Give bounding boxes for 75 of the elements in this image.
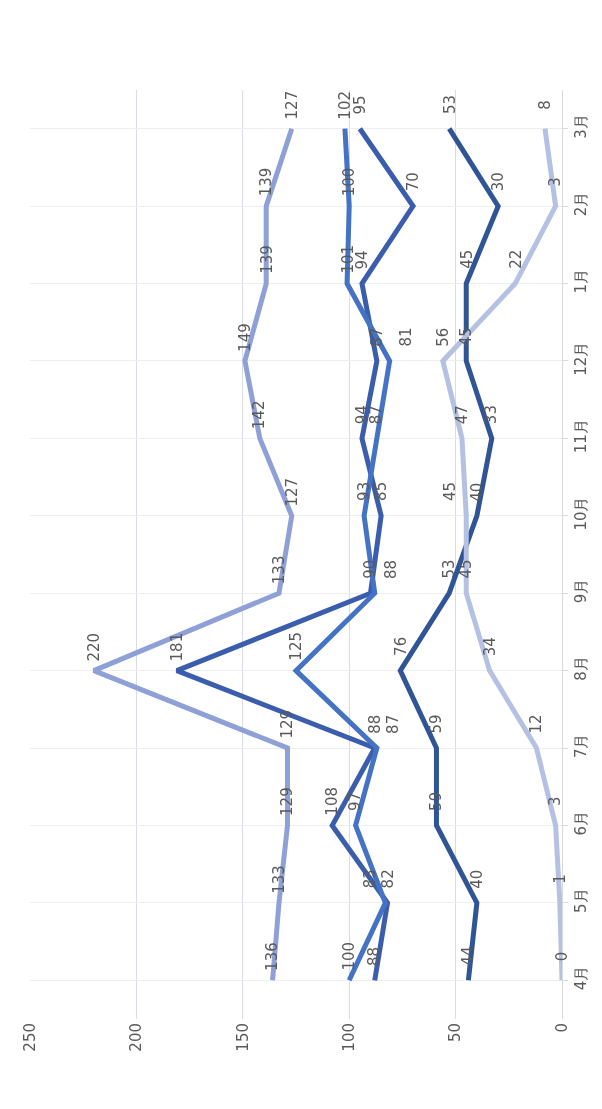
data-label: 136 xyxy=(263,942,282,971)
data-label: 81 xyxy=(396,327,415,347)
y-tick-label: 4月 xyxy=(572,965,590,991)
data-label: 1 xyxy=(550,874,569,884)
data-label: 45 xyxy=(457,559,476,579)
x-tick-label: 100 xyxy=(340,1023,359,1052)
data-label: 30 xyxy=(489,172,508,192)
data-label: 149 xyxy=(235,323,254,352)
data-label: 100 xyxy=(340,167,359,197)
data-label: 88 xyxy=(365,714,384,734)
y-tick-label: 9月 xyxy=(572,578,590,604)
data-label: 34 xyxy=(481,637,500,657)
data-label: 33 xyxy=(482,405,501,425)
data-label: 97 xyxy=(346,791,365,812)
data-label: 220 xyxy=(85,632,104,662)
x-tick-label: 0 xyxy=(552,1023,571,1033)
data-label: 45 xyxy=(457,327,476,347)
data-label: 45 xyxy=(457,249,476,269)
data-label: 53 xyxy=(440,94,459,114)
data-label: 3 xyxy=(546,796,565,807)
x-tick-label: 50 xyxy=(446,1023,465,1043)
data-label: 47 xyxy=(452,405,471,425)
data-label: 12 xyxy=(527,714,546,734)
y-tick-label: 6月 xyxy=(572,810,590,836)
data-label: 87 xyxy=(367,405,386,425)
y-tick-label: 2月 xyxy=(572,191,590,217)
data-label: 139 xyxy=(257,245,276,274)
data-label: 40 xyxy=(468,869,486,889)
data-label: 100 xyxy=(339,941,358,971)
data-label: 85 xyxy=(372,481,391,501)
data-label: 127 xyxy=(282,477,301,507)
data-label: 93 xyxy=(355,481,374,501)
data-label: 59 xyxy=(426,791,445,811)
y-tick-label: 12月 xyxy=(572,341,590,376)
x-tick-label: 200 xyxy=(127,1023,146,1052)
data-label: 133 xyxy=(269,555,288,585)
data-label: 94 xyxy=(353,250,372,270)
data-label: 127 xyxy=(283,90,302,120)
data-label: 87 xyxy=(383,714,402,734)
data-label: 129 xyxy=(278,787,297,816)
data-label: 108 xyxy=(322,787,341,816)
data-label: 8 xyxy=(536,100,555,110)
data-label: 125 xyxy=(287,631,306,661)
data-label: 142 xyxy=(250,400,269,430)
y-tick-label: 11月 xyxy=(572,419,590,454)
data-label: 59 xyxy=(427,714,446,734)
y-tick-label: 1月 xyxy=(572,269,590,294)
data-label: 70 xyxy=(403,172,422,192)
data-label: 53 xyxy=(440,559,459,579)
data-label: 133 xyxy=(270,865,289,894)
data-label: 88 xyxy=(381,559,400,579)
data-label: 3 xyxy=(546,177,565,187)
data-label: 22 xyxy=(506,249,525,269)
data-label: 90 xyxy=(361,559,380,579)
data-label: 87 xyxy=(367,327,386,347)
y-tick-label: 8月 xyxy=(572,656,590,681)
data-label: 88 xyxy=(365,946,384,967)
data-label: 95 xyxy=(351,95,370,115)
y-tick-label: 5月 xyxy=(572,888,590,913)
data-label: 139 xyxy=(257,167,276,197)
y-tick-label: 7月 xyxy=(572,733,590,759)
data-label: 181 xyxy=(168,632,187,662)
y-tick-label: 3月 xyxy=(572,114,590,139)
data-label: 40 xyxy=(468,482,487,502)
data-label: 56 xyxy=(433,327,452,347)
data-label: 83 xyxy=(360,869,379,889)
data-label: 0 xyxy=(552,951,571,962)
data-label: 82 xyxy=(378,869,397,889)
x-tick-label: 150 xyxy=(233,1023,252,1052)
x-tick-label: 250 xyxy=(20,1023,39,1052)
data-label: 44 xyxy=(459,946,478,966)
data-label: 129 xyxy=(278,709,297,739)
data-label: 76 xyxy=(391,636,410,656)
y-tick-label: 10月 xyxy=(572,496,590,531)
data-label: 45 xyxy=(441,481,460,502)
